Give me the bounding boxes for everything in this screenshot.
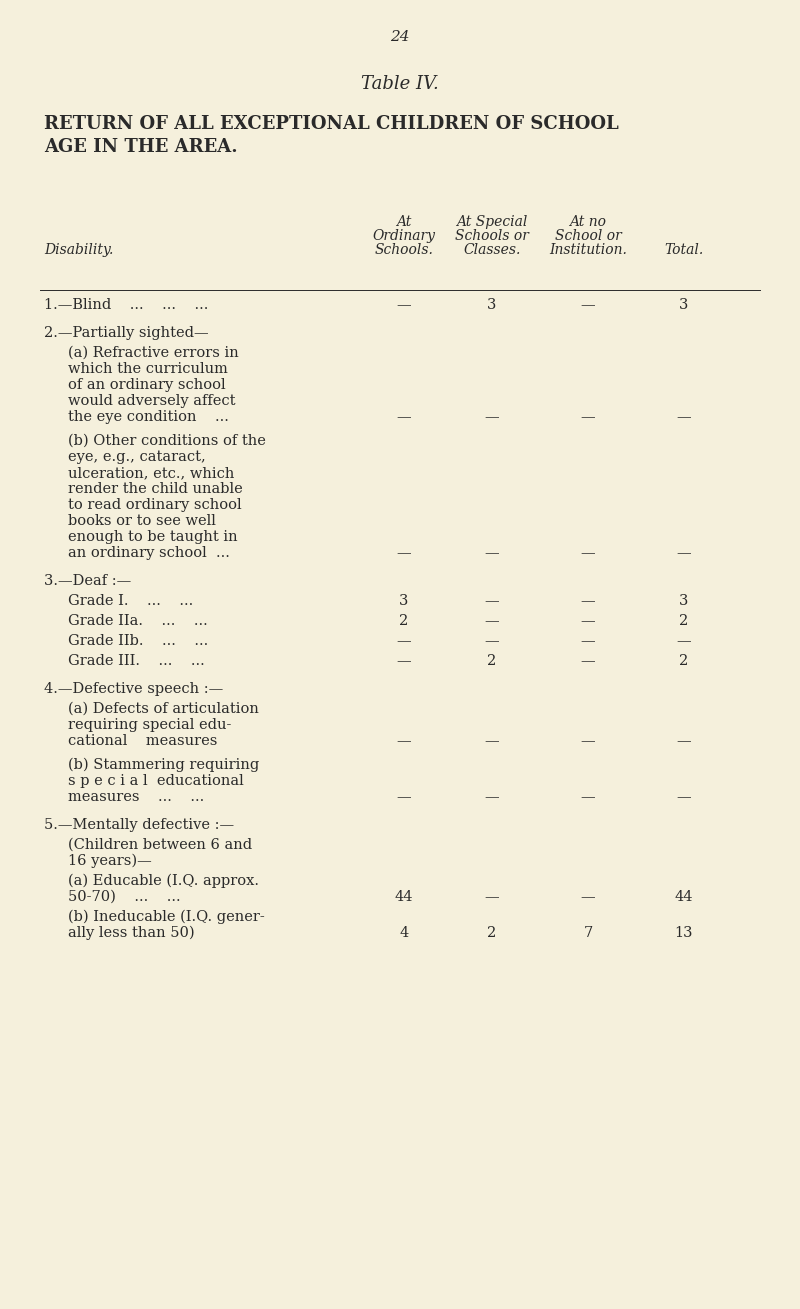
Text: render the child unable: render the child unable xyxy=(68,482,242,496)
Text: 4.—Defective speech :—: 4.—Defective speech :— xyxy=(44,682,223,696)
Text: measures    ...    ...: measures ... ... xyxy=(68,791,204,804)
Text: (a) Educable (I.Q. approx.: (a) Educable (I.Q. approx. xyxy=(68,874,259,889)
Text: 4: 4 xyxy=(399,925,409,940)
Text: —: — xyxy=(485,594,499,607)
Text: —: — xyxy=(581,546,595,560)
Text: Classes.: Classes. xyxy=(463,243,521,257)
Text: RETURN OF ALL EXCEPTIONAL CHILDREN OF SCHOOL: RETURN OF ALL EXCEPTIONAL CHILDREN OF SC… xyxy=(44,115,618,134)
Text: (b) Stammering requiring: (b) Stammering requiring xyxy=(68,758,259,772)
Text: which the curriculum: which the curriculum xyxy=(68,363,228,376)
Text: 7: 7 xyxy=(583,925,593,940)
Text: —: — xyxy=(677,734,691,747)
Text: of an ordinary school: of an ordinary school xyxy=(68,378,226,391)
Text: —: — xyxy=(677,634,691,648)
Text: —: — xyxy=(677,791,691,804)
Text: —: — xyxy=(397,734,411,747)
Text: 24: 24 xyxy=(390,30,410,45)
Text: —: — xyxy=(397,298,411,312)
Text: ulceration, etc., which: ulceration, etc., which xyxy=(68,466,234,480)
Text: —: — xyxy=(581,890,595,905)
Text: —: — xyxy=(485,410,499,424)
Text: 3: 3 xyxy=(679,594,689,607)
Text: 44: 44 xyxy=(674,890,694,905)
Text: 1.—Blind    ...    ...    ...: 1.—Blind ... ... ... xyxy=(44,298,208,312)
Text: At no: At no xyxy=(570,215,606,229)
Text: —: — xyxy=(677,546,691,560)
Text: —: — xyxy=(397,634,411,648)
Text: ally less than 50): ally less than 50) xyxy=(68,925,194,940)
Text: —: — xyxy=(581,634,595,648)
Text: cational    measures: cational measures xyxy=(68,734,218,747)
Text: 2: 2 xyxy=(399,614,409,628)
Text: 44: 44 xyxy=(394,890,414,905)
Text: School or: School or xyxy=(554,229,622,243)
Text: —: — xyxy=(485,614,499,628)
Text: an ordinary school  ...: an ordinary school ... xyxy=(68,546,230,560)
Text: —: — xyxy=(485,546,499,560)
Text: 3: 3 xyxy=(679,298,689,312)
Text: Grade I.    ...    ...: Grade I. ... ... xyxy=(68,594,194,607)
Text: Table IV.: Table IV. xyxy=(361,75,439,93)
Text: 3: 3 xyxy=(399,594,409,607)
Text: Total.: Total. xyxy=(664,243,704,257)
Text: —: — xyxy=(397,410,411,424)
Text: Institution.: Institution. xyxy=(549,243,627,257)
Text: (b) Other conditions of the: (b) Other conditions of the xyxy=(68,435,266,448)
Text: s p e c i a l  educational: s p e c i a l educational xyxy=(68,774,244,788)
Text: 3.—Deaf :—: 3.—Deaf :— xyxy=(44,575,131,588)
Text: Grade IIa.    ...    ...: Grade IIa. ... ... xyxy=(68,614,208,628)
Text: Ordinary: Ordinary xyxy=(373,229,435,243)
Text: Grade IIb.    ...    ...: Grade IIb. ... ... xyxy=(68,634,208,648)
Text: (Children between 6 and: (Children between 6 and xyxy=(68,838,252,852)
Text: —: — xyxy=(485,890,499,905)
Text: 16 years)—: 16 years)— xyxy=(68,853,152,868)
Text: 2: 2 xyxy=(487,654,497,668)
Text: —: — xyxy=(581,298,595,312)
Text: 5.—Mentally defective :—: 5.—Mentally defective :— xyxy=(44,818,234,833)
Text: —: — xyxy=(581,654,595,668)
Text: —: — xyxy=(581,410,595,424)
Text: —: — xyxy=(581,594,595,607)
Text: —: — xyxy=(397,546,411,560)
Text: would adversely affect: would adversely affect xyxy=(68,394,235,408)
Text: —: — xyxy=(485,734,499,747)
Text: Grade III.    ...    ...: Grade III. ... ... xyxy=(68,654,205,668)
Text: 13: 13 xyxy=(674,925,694,940)
Text: At Special: At Special xyxy=(456,215,528,229)
Text: —: — xyxy=(581,734,595,747)
Text: —: — xyxy=(677,410,691,424)
Text: eye, e.g., cataract,: eye, e.g., cataract, xyxy=(68,450,206,463)
Text: books or to see well: books or to see well xyxy=(68,514,216,528)
Text: 2: 2 xyxy=(487,925,497,940)
Text: enough to be taught in: enough to be taught in xyxy=(68,530,238,545)
Text: 2: 2 xyxy=(679,614,689,628)
Text: 3: 3 xyxy=(487,298,497,312)
Text: requiring special edu-: requiring special edu- xyxy=(68,719,231,732)
Text: (a) Refractive errors in: (a) Refractive errors in xyxy=(68,346,238,360)
Text: Schools.: Schools. xyxy=(374,243,434,257)
Text: AGE IN THE AREA.: AGE IN THE AREA. xyxy=(44,137,238,156)
Text: At: At xyxy=(396,215,412,229)
Text: the eye condition    ...: the eye condition ... xyxy=(68,410,229,424)
Text: 2: 2 xyxy=(679,654,689,668)
Text: —: — xyxy=(397,791,411,804)
Text: 2.—Partially sighted—: 2.—Partially sighted— xyxy=(44,326,209,340)
Text: (b) Ineducable (I.Q. gener-: (b) Ineducable (I.Q. gener- xyxy=(68,910,265,924)
Text: to read ordinary school: to read ordinary school xyxy=(68,497,242,512)
Text: —: — xyxy=(485,634,499,648)
Text: —: — xyxy=(581,614,595,628)
Text: 50-70)    ...    ...: 50-70) ... ... xyxy=(68,890,181,905)
Text: Disability.: Disability. xyxy=(44,243,114,257)
Text: —: — xyxy=(485,791,499,804)
Text: Schools or: Schools or xyxy=(455,229,529,243)
Text: (a) Defects of articulation: (a) Defects of articulation xyxy=(68,702,259,716)
Text: —: — xyxy=(397,654,411,668)
Text: —: — xyxy=(581,791,595,804)
